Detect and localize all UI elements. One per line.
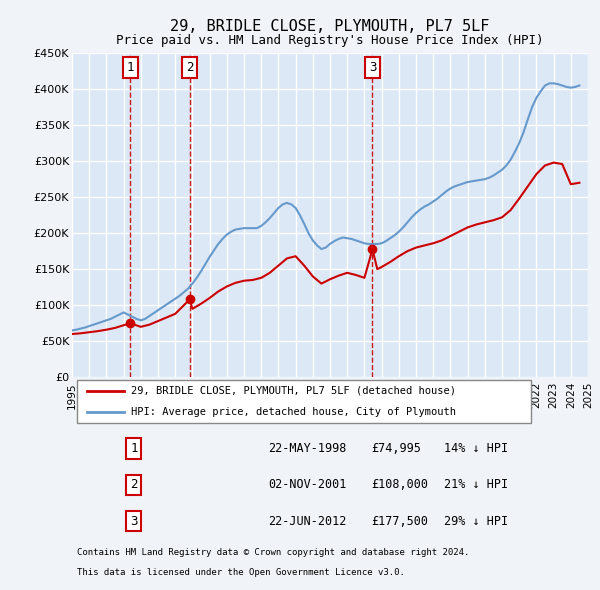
Text: 22-JUN-2012: 22-JUN-2012: [268, 514, 346, 527]
Text: 2: 2: [186, 61, 193, 74]
Text: 3: 3: [369, 61, 376, 74]
FancyBboxPatch shape: [77, 380, 531, 424]
Text: 22-MAY-1998: 22-MAY-1998: [268, 442, 346, 455]
Text: 1: 1: [130, 442, 137, 455]
Text: £177,500: £177,500: [371, 514, 428, 527]
Text: 29, BRIDLE CLOSE, PLYMOUTH, PL7 5LF: 29, BRIDLE CLOSE, PLYMOUTH, PL7 5LF: [170, 19, 490, 34]
Text: This data is licensed under the Open Government Licence v3.0.: This data is licensed under the Open Gov…: [77, 568, 405, 577]
Text: Contains HM Land Registry data © Crown copyright and database right 2024.: Contains HM Land Registry data © Crown c…: [77, 549, 470, 558]
Text: 14% ↓ HPI: 14% ↓ HPI: [443, 442, 508, 455]
Text: £108,000: £108,000: [371, 478, 428, 491]
Text: 2: 2: [130, 478, 137, 491]
Text: 3: 3: [130, 514, 137, 527]
Text: Price paid vs. HM Land Registry's House Price Index (HPI): Price paid vs. HM Land Registry's House …: [116, 34, 544, 47]
Text: 02-NOV-2001: 02-NOV-2001: [268, 478, 346, 491]
Text: £74,995: £74,995: [371, 442, 421, 455]
Text: 21% ↓ HPI: 21% ↓ HPI: [443, 478, 508, 491]
Text: 1: 1: [127, 61, 134, 74]
Text: HPI: Average price, detached house, City of Plymouth: HPI: Average price, detached house, City…: [131, 407, 457, 417]
Text: 29, BRIDLE CLOSE, PLYMOUTH, PL7 5LF (detached house): 29, BRIDLE CLOSE, PLYMOUTH, PL7 5LF (det…: [131, 386, 457, 396]
Text: 29% ↓ HPI: 29% ↓ HPI: [443, 514, 508, 527]
